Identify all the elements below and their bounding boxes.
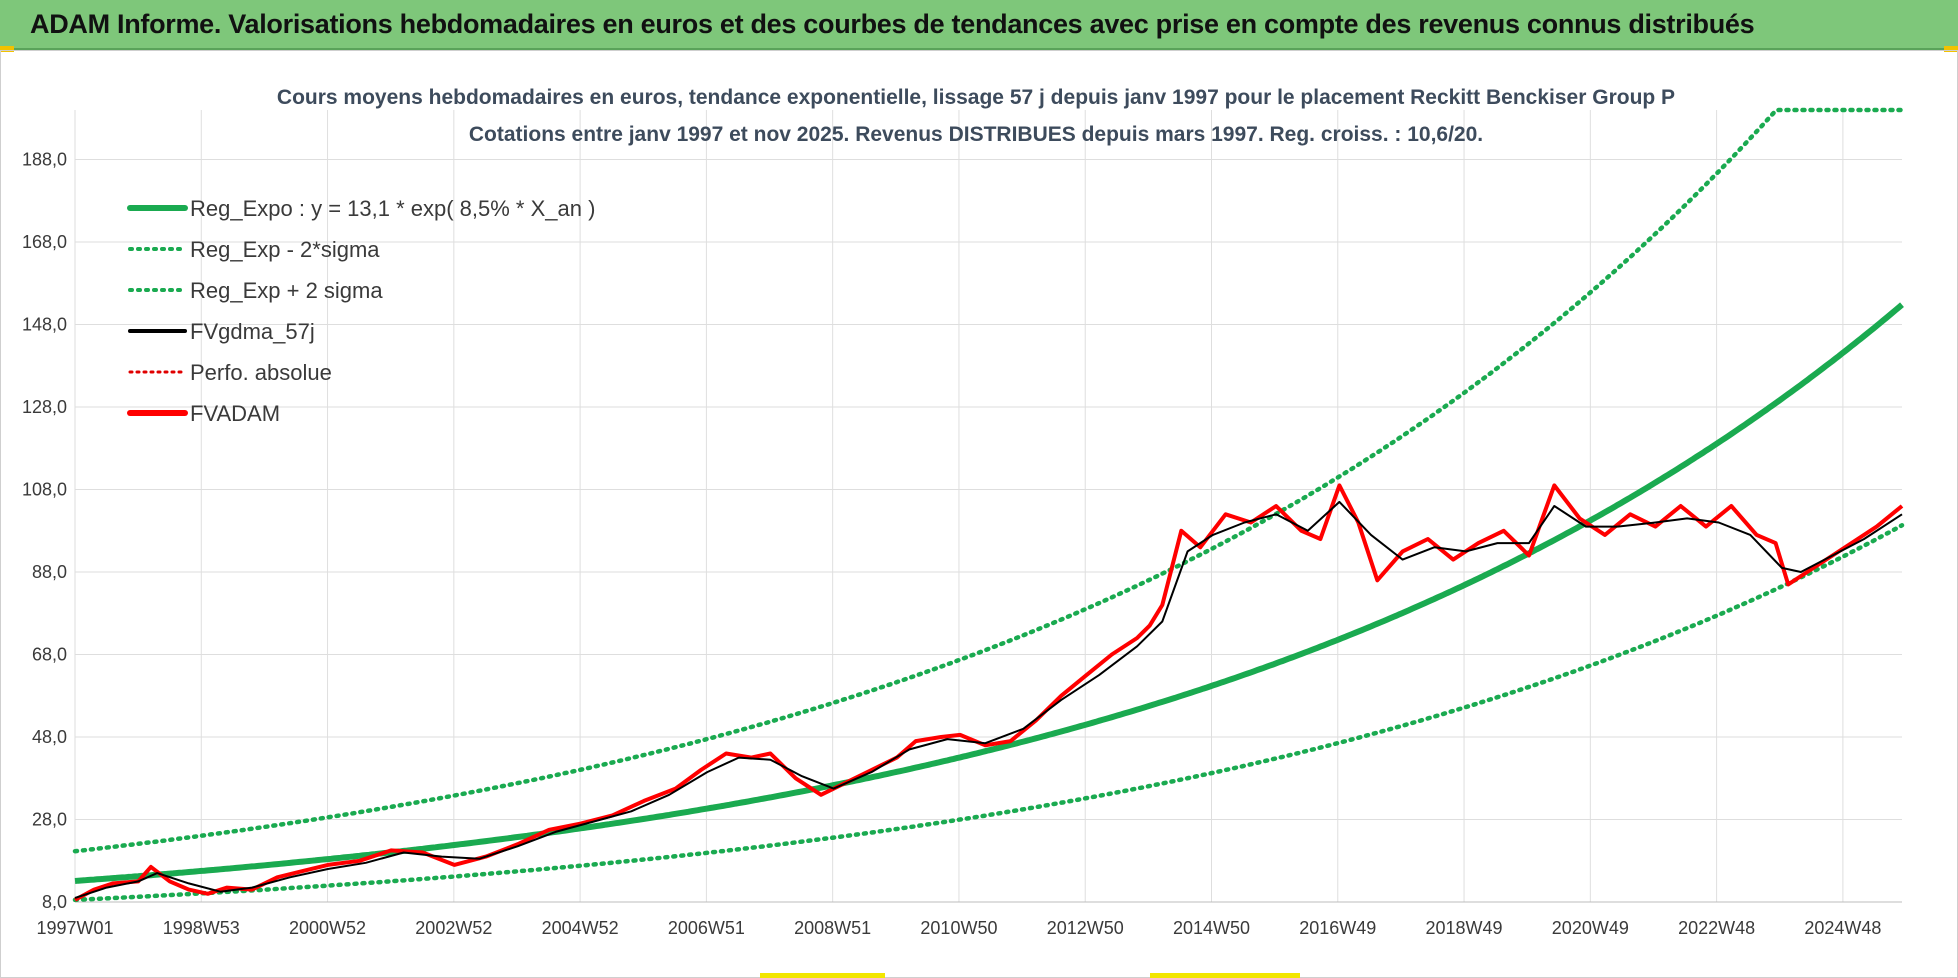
trend-exponential	[74, 302, 1904, 884]
legend: Reg_Expo : y = 13,1 * exp( 8,5% * X_an )…	[127, 196, 595, 426]
x-tick-label: 2002W52	[415, 918, 492, 938]
trend-lines	[72, 107, 1905, 903]
trend-lower-2sigma	[72, 523, 1905, 903]
bottom-marker	[760, 973, 885, 978]
y-tick-label: 148,0	[22, 315, 67, 335]
trend-upper-2sigma	[72, 107, 1905, 854]
corner-marker-left	[0, 46, 14, 52]
x-tick-label: 2000W52	[289, 918, 366, 938]
x-tick-label: 2024W48	[1804, 918, 1881, 938]
x-tick-label: 2022W48	[1678, 918, 1755, 938]
x-tick-label: 2010W50	[920, 918, 997, 938]
x-tick-label: 2020W49	[1552, 918, 1629, 938]
report-title: ADAM Informe. Valorisations hebdomadaire…	[30, 9, 1755, 39]
corner-marker-right	[1944, 46, 1958, 52]
x-tick-label: 2006W51	[668, 918, 745, 938]
x-tick-label: 2012W50	[1047, 918, 1124, 938]
y-tick-label: 188,0	[22, 150, 67, 170]
chart-title-line-1: Cours moyens hebdomadaires en euros, ten…	[277, 86, 1675, 109]
y-tick-label: 28,0	[32, 810, 67, 830]
legend-label: FVADAM	[190, 401, 280, 426]
series-fvadam	[74, 483, 1904, 902]
y-tick-label: 168,0	[22, 232, 67, 252]
x-tick-label: 2004W52	[542, 918, 619, 938]
legend-label: Reg_Exp + 2 sigma	[190, 278, 383, 303]
data-series	[74, 483, 1904, 902]
legend-label: Perfo. absolue	[190, 360, 332, 385]
bottom-marker	[1150, 973, 1300, 978]
series-fvgdma-57j	[74, 500, 1903, 899]
y-tick-label: 48,0	[32, 727, 67, 747]
y-tick-label: 128,0	[22, 397, 67, 417]
legend-label: Reg_Expo : y = 13,1 * exp( 8,5% * X_an )	[190, 196, 595, 221]
y-tick-label: 68,0	[32, 645, 67, 665]
legend-label: FVgdma_57j	[190, 319, 315, 344]
y-tick-label: 88,0	[32, 562, 67, 582]
x-tick-label: 2018W49	[1426, 918, 1503, 938]
x-axis-ticks: 1997W01 1998W53 2000W52 2002W52 2004W52 2006W…	[36, 918, 1881, 938]
y-tick-label: 8,0	[42, 892, 67, 912]
x-tick-label: 2016W49	[1299, 918, 1376, 938]
x-tick-label: 2008W51	[794, 918, 871, 938]
x-tick-label: 1997W01	[36, 918, 113, 938]
x-tick-label: 1998W53	[163, 918, 240, 938]
header-banner: ADAM Informe. Valorisations hebdomadaire…	[0, 0, 1958, 50]
grid	[74, 110, 1902, 903]
y-axis-ticks: 8,0 28,0 48,0 68,0 88,0 108,0 128,0 148,0 168,0 1…	[22, 150, 67, 913]
y-tick-label: 108,0	[22, 480, 67, 500]
x-tick-label: 2014W50	[1173, 918, 1250, 938]
chart-title-line-2: Cotations entre janv 1997 et nov 2025. R…	[469, 123, 1483, 146]
legend-label: Reg_Exp - 2*sigma	[190, 237, 380, 262]
